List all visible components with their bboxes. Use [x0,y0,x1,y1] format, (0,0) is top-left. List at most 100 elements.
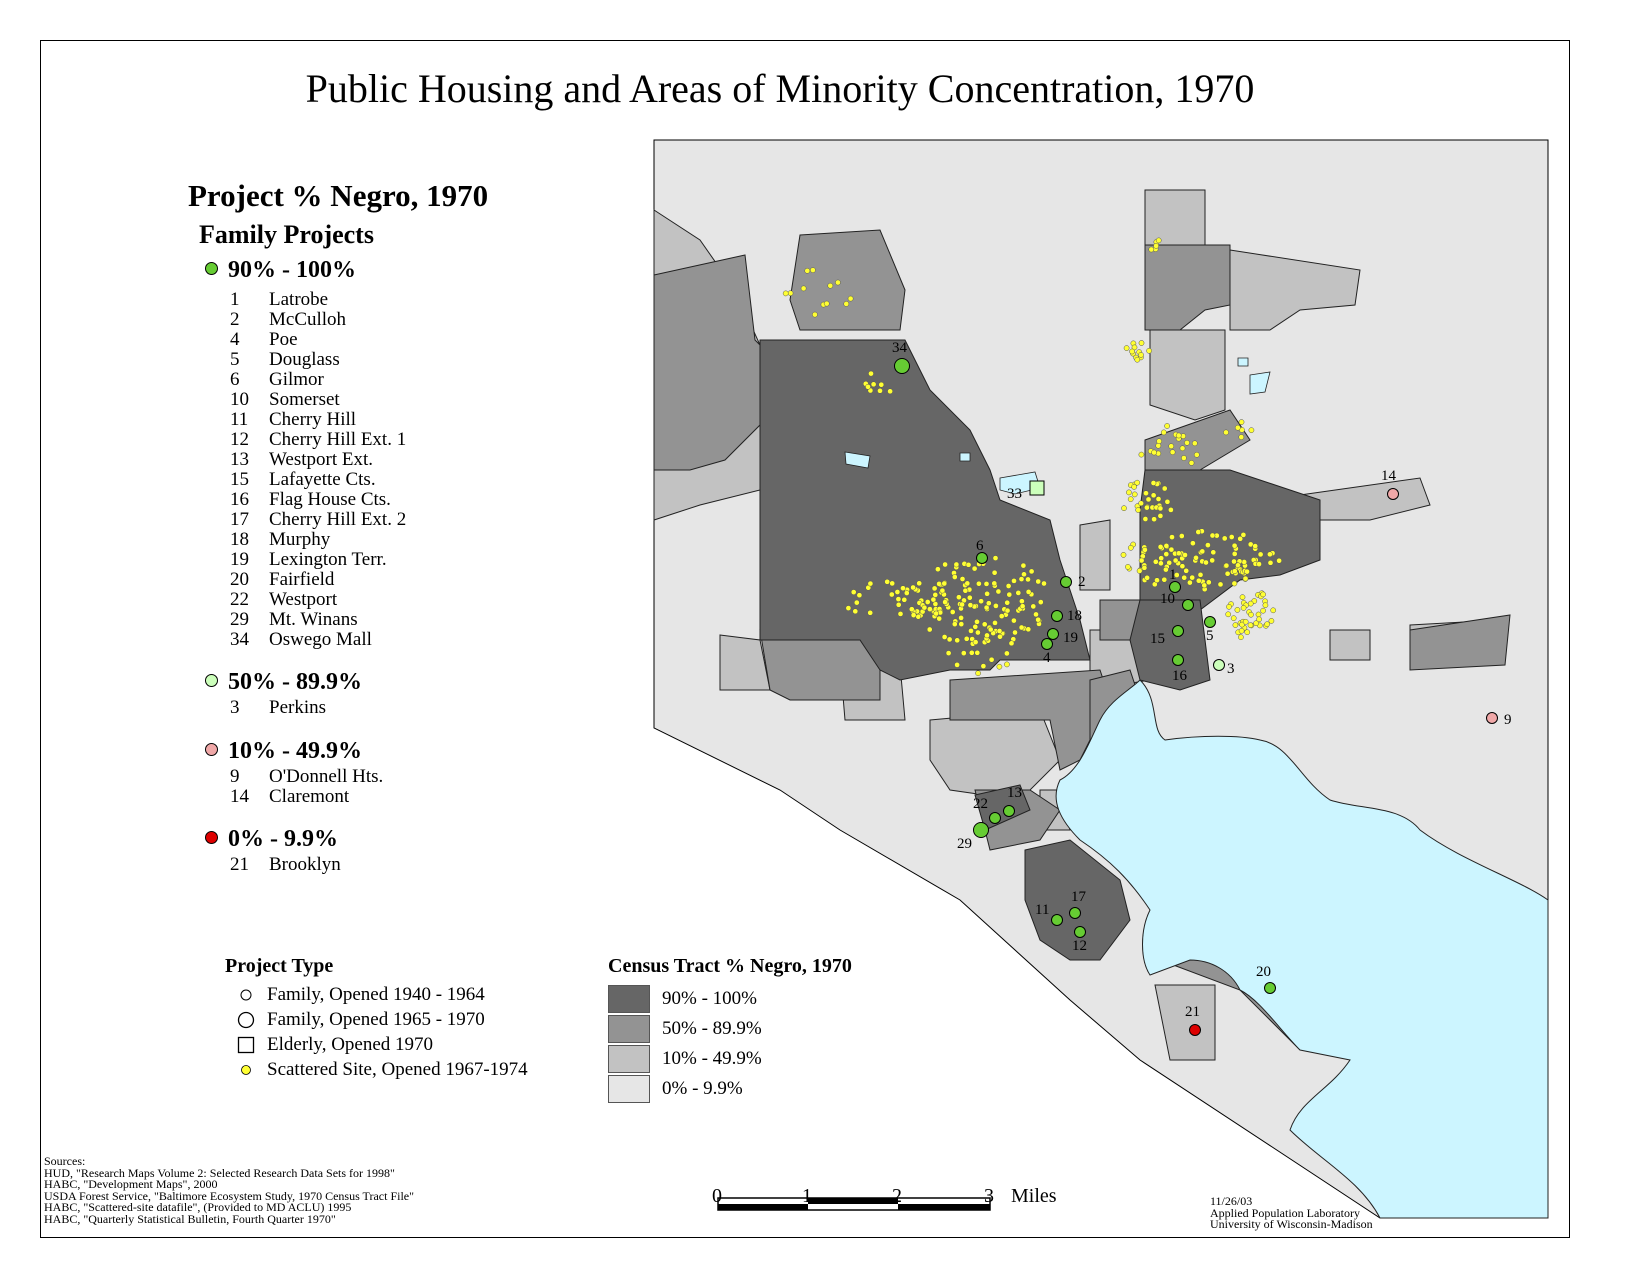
scattered-site-dot [1234,607,1241,613]
scattered-site-dot [827,282,834,289]
project-marker-label: 10 [1160,591,1175,607]
scattered-site-dot [1276,557,1282,564]
project-marker-label: 33 [1007,486,1022,502]
scattered-site-dot [981,621,988,628]
scattered-site-dot [1247,600,1254,607]
family-project-marker [973,822,989,838]
project-list-item: 34 Oswego Mall [230,630,406,650]
scattered-site-dot [1012,629,1018,636]
project-name: Oswego Mall [269,629,372,650]
project-list-item: 5 Douglass [230,350,406,370]
family-project-marker [894,358,910,374]
scattered-site-dot [1184,439,1190,446]
scattered-site-dot [1168,443,1175,450]
scattered-site-dot [1238,627,1245,634]
legend-heading: Project % Negro, 1970 [188,178,489,213]
family-project-marker [1486,712,1498,724]
scattered-site-dot [847,295,854,302]
scattered-site-dot [968,649,975,656]
project-list-item: 19 Lexington Terr. [230,550,406,570]
scattered-site-dot [1195,577,1202,584]
project-list-item: 6 Gilmor [230,370,406,390]
project-number: 16 [230,489,249,510]
project-marker-label: 16 [1172,668,1188,684]
scattered-site-dot [1168,507,1174,513]
scattered-site-dot [810,267,816,273]
project-number: 12 [230,429,249,450]
scattered-site-dot [959,601,965,608]
scattered-site-dot [1270,607,1277,614]
family-project-marker [1387,488,1399,500]
scattered-site-dot [1267,559,1274,566]
scattered-site-dot [1157,513,1164,519]
family-project-marker [1213,659,1225,671]
scattered-site-dot [1136,568,1143,574]
project-number: 17 [230,509,249,530]
scattered-site-dot [987,626,994,633]
project-marker-label: 3 [1227,661,1235,677]
scattered-site-dot [1035,578,1042,585]
family-project-marker [1051,610,1063,622]
scattered-site-dot [1035,616,1041,623]
scattered-site-dot [887,388,893,395]
scattered-site-dot [1018,624,1025,631]
category-dot-icon [205,742,218,756]
scattered-site-dot [968,628,974,634]
project-number: 9 [230,766,240,787]
scattered-site-dot [1145,496,1152,503]
family-project-marker [1172,654,1184,666]
scattered-site-dot [1142,546,1148,553]
project-number: 21 [230,854,249,875]
scattered-site-dot [1011,617,1017,624]
scattered-site-dot [972,623,979,630]
scattered-site-dot [1175,432,1182,439]
family-project-marker [1047,628,1059,640]
scattered-site-dot [1161,576,1168,583]
project-name: Brooklyn [269,854,341,875]
scattered-site-dot [889,580,896,587]
project-marker-label: 20 [1256,964,1271,980]
project-list-0-9: 21 Brooklyn [230,855,341,875]
scattered-site-dot [1169,449,1176,456]
scattered-site-dot [1138,340,1145,346]
scattered-site-dot [1163,566,1169,573]
project-name: Westport Ext. [269,449,374,470]
tract-row: 0% - 9.9% [608,1074,852,1104]
project-name: Poe [269,329,298,350]
scattered-site-dot [1234,424,1241,431]
elderly-project-square [1029,480,1045,496]
scattered-site-dot [954,662,960,668]
legend-category-90-100: 90% - 100% [205,257,356,284]
scattered-site-dot [1223,562,1230,569]
scattered-site-dot [1126,489,1132,496]
scattered-site-dot [1008,640,1015,647]
scattered-site-dot [1205,579,1212,586]
scattered-site-dot [1134,356,1141,363]
scattered-site-dot [966,594,973,601]
scattered-site-dot [930,596,937,603]
project-name: Fairfield [269,569,335,590]
scattered-site-dot [1237,535,1244,542]
scattered-site-dot [1141,564,1148,571]
scattered-site-dot [1143,490,1149,497]
scale-tick-0: 0 [712,1185,722,1207]
scattered-site-dot [1248,427,1255,434]
scattered-site-dot [856,592,863,599]
project-name: Douglass [269,349,340,370]
source-line: HABC, "Scattered-site datafile", (Provid… [44,1200,352,1214]
family-project-marker [976,552,988,564]
project-list-item: 17 Cherry Hill Ext. 2 [230,510,406,530]
scattered-site-dot [1152,558,1159,565]
scattered-site-dot [1123,345,1130,351]
scattered-site-dot [1125,564,1131,570]
scattered-site-dot [978,598,984,605]
scattered-site-dot [931,585,938,592]
ptype-row: Family, Opened 1965 - 1970 [225,1007,528,1032]
family-project-marker [1060,576,1072,588]
scattered-site-dot [1238,434,1245,440]
scattered-site-dot [958,621,965,627]
scattered-site-dot [941,580,948,587]
scattered-sites-layer [782,237,1282,677]
scattered-site-dot [1004,599,1011,606]
project-marker-label: 1 [1169,567,1177,583]
